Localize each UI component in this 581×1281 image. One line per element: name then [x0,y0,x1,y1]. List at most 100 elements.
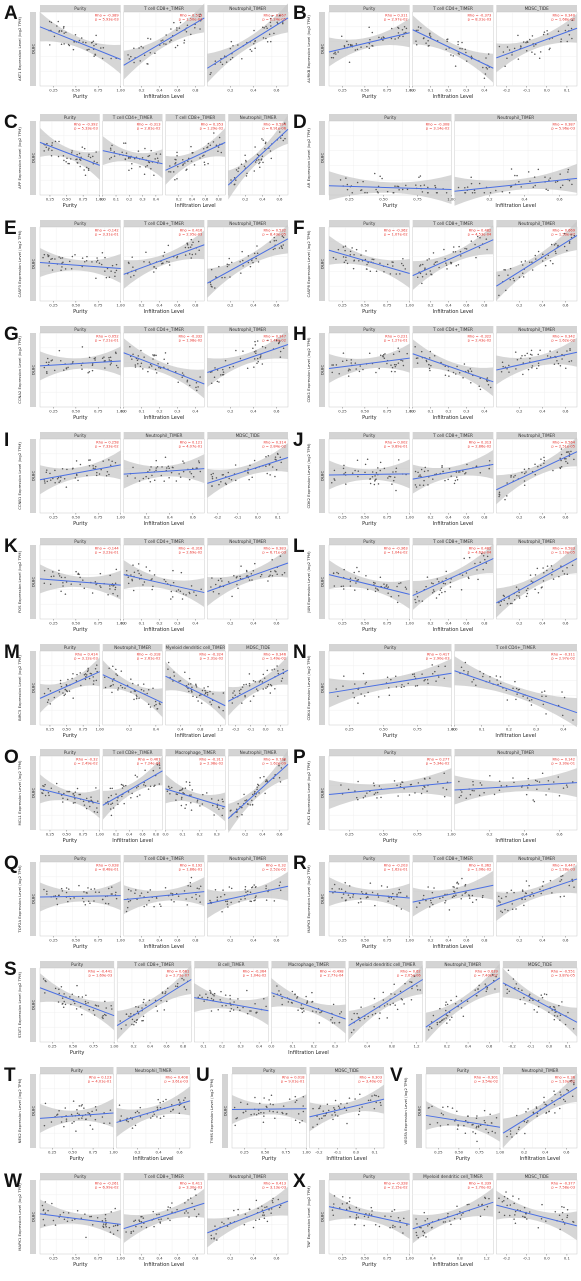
data-point [94,359,96,361]
data-point [144,147,146,150]
data-point [160,40,162,42]
side-strip [319,439,325,513]
rho-text: Rho = -0.301 [474,1076,498,1080]
data-point [83,674,86,676]
data-point [193,164,196,166]
data-point [446,1022,448,1024]
data-point [379,576,382,578]
data-point [199,157,201,159]
x-tick-label: 0.8 [197,727,204,732]
data-point [360,46,362,48]
p-value-text: p = 3.14e-02 [426,127,450,131]
data-point [557,776,560,778]
x-tick-label: 0.4 [250,621,257,626]
data-point [335,258,337,260]
data-point [531,354,533,356]
data-point [387,592,389,594]
data-point [414,470,417,473]
data-point [181,372,184,374]
data-point [136,359,139,361]
data-point [533,1008,535,1011]
data-point [424,267,426,269]
data-point [415,601,417,604]
data-point [461,574,464,576]
data-point [155,354,157,357]
data-point [217,579,220,582]
data-point [202,148,205,150]
data-point [435,680,437,682]
data-point [222,889,224,891]
data-point [513,891,515,894]
x-tick-label: 0.6 [174,303,181,308]
data-point [69,158,72,160]
data-point [198,15,201,18]
data-point [42,978,45,980]
data-point [248,673,251,675]
data-point [525,595,528,598]
data-point [421,282,423,285]
data-point [192,475,195,478]
data-point [130,55,132,58]
x-axis-label: Purity [73,415,88,421]
data-point [549,356,552,358]
data-point [419,484,421,486]
data-point [131,1023,133,1026]
data-point [140,349,142,352]
fit-line [328,357,410,370]
data-point [104,902,107,905]
data-point [357,702,359,704]
x-tick-label: 0.6 [190,515,197,520]
data-point [189,384,191,387]
x-tick-label: 0.2 [113,832,120,837]
p-value-text: p = 3.23e-01 [95,551,119,555]
data-point [121,151,123,154]
data-point [204,689,206,692]
data-point [454,479,457,482]
data-point [263,997,265,1000]
data-point [232,692,234,694]
data-point [523,468,526,470]
data-point [283,571,286,574]
data-point [327,1109,330,1112]
data-point [464,48,467,51]
data-point [359,1093,361,1096]
data-point [243,683,245,686]
rho-text: Rho = -0.32 [76,758,98,762]
data-point [104,270,106,272]
data-point [277,342,280,345]
data-point [190,472,193,475]
data-point [51,257,53,260]
data-point [72,697,74,699]
data-point [444,583,447,585]
data-point [330,56,333,59]
data-point [565,451,568,453]
data-point [268,1099,270,1101]
data-point [80,364,83,367]
data-point [93,357,96,360]
panel-title: T cell CD8+_TIMER [133,962,174,967]
data-point [351,1018,353,1021]
data-point [446,38,448,41]
y-axis-label: CDK4 Expression Level (log2 TPM) [306,655,311,721]
data-point [47,688,49,690]
data-point [340,585,343,588]
data-point [475,1126,478,1129]
data-point [183,979,185,981]
y-axis-label: AURKB Expression Level (log2 TPM) [306,15,311,83]
x-axis-label: Purity [383,838,398,844]
x-tick-label: 0.25 [338,303,347,308]
data-point [523,472,526,475]
x-tick-label: 0.1 [565,1044,572,1049]
data-point [232,1009,235,1011]
data-point [515,687,518,690]
data-point [80,37,83,39]
data-point [514,351,517,353]
fit-line [39,141,100,166]
data-point [464,187,466,189]
data-point [445,1001,447,1003]
data-point [395,686,398,688]
data-point [86,670,89,673]
side-strip [30,333,36,407]
data-point [486,248,488,251]
